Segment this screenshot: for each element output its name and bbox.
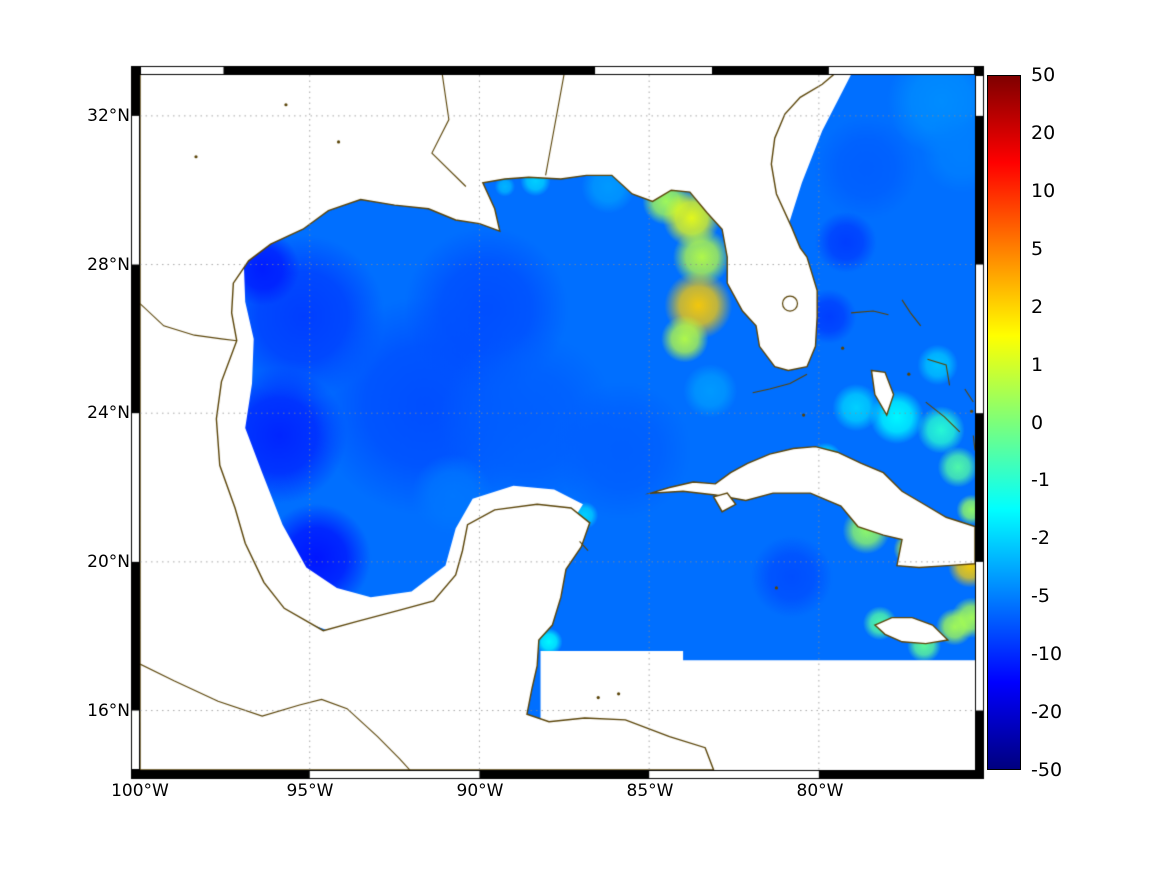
y-tick-label-24n: 24°N [87,403,130,423]
colorbar-tick-m5: -5 [1031,585,1050,607]
x-tick-label-95w: 95°W [286,781,334,801]
y-tick-label-16n: 16°N [87,701,130,721]
colorbar-tick-2: 2 [1031,296,1044,318]
y-tick-label-20n: 20°N [87,552,130,572]
colorbar-tick-m2: -2 [1031,527,1050,549]
x-tick-label-85w: 85°W [626,781,674,801]
colorbar-tick-m50: -50 [1031,759,1063,781]
colorbar [987,75,1021,770]
colorbar-tick-5: 5 [1031,238,1044,260]
x-tick-label-90w: 90°W [456,781,504,801]
colorbar-tick-1: 1 [1031,354,1044,376]
colorbar-tick-50: 50 [1031,64,1056,86]
colorbar-tick-20: 20 [1031,122,1056,144]
colorbar-tick-m1: -1 [1031,469,1050,491]
colorbar-tick-m20: -20 [1031,701,1063,723]
x-tick-label-100w: 100°W [111,781,169,801]
x-tick-label-80w: 80°W [796,781,844,801]
colorbar-tick-m10: -10 [1031,643,1063,665]
colorbar-tick-0: 0 [1031,412,1044,434]
colorbar-tick-10: 10 [1031,180,1056,202]
y-tick-label-28n: 28°N [87,255,130,275]
y-tick-label-32n: 32°N [87,106,130,126]
